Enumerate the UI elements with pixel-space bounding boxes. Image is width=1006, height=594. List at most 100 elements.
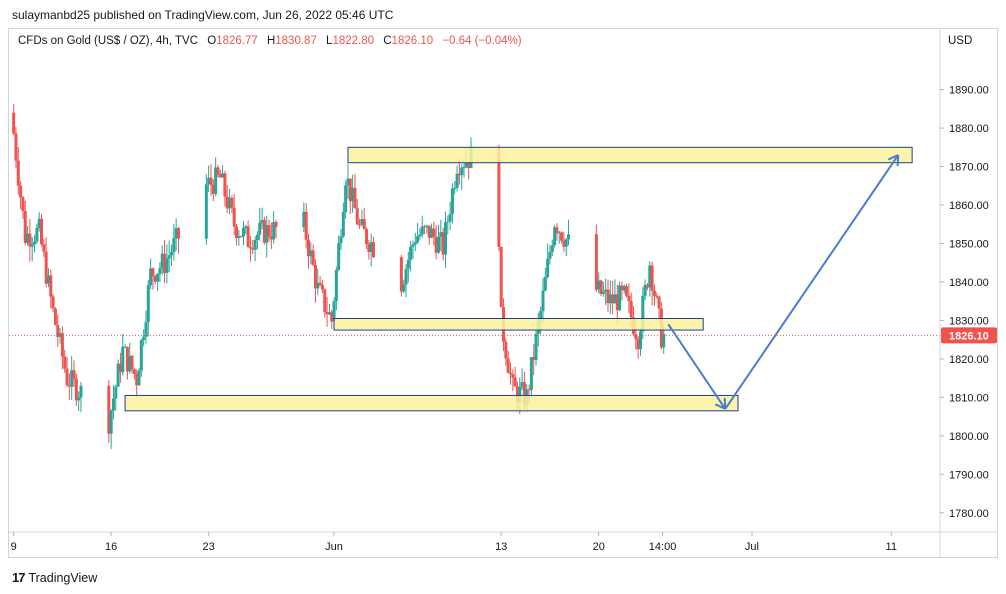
candle bbox=[455, 165, 459, 192]
candle-body bbox=[448, 213, 452, 222]
projection-arrowhead bbox=[896, 154, 900, 167]
candle bbox=[594, 224, 598, 292]
candle bbox=[125, 346, 129, 380]
candle-body bbox=[546, 258, 550, 277]
candle-body bbox=[464, 161, 468, 167]
candle bbox=[149, 258, 153, 290]
candle-body bbox=[353, 187, 357, 209]
candle bbox=[118, 352, 122, 383]
candle bbox=[434, 225, 438, 260]
candle-body bbox=[311, 250, 315, 265]
candle-body bbox=[327, 312, 331, 315]
candle-body bbox=[615, 294, 619, 311]
candle bbox=[237, 229, 241, 246]
candle bbox=[262, 216, 266, 245]
candle-body bbox=[423, 226, 427, 228]
candle bbox=[657, 295, 661, 322]
candle bbox=[176, 227, 180, 254]
time-tick-label: Jul bbox=[745, 541, 759, 553]
candle-body bbox=[629, 300, 633, 318]
candle-body bbox=[160, 253, 164, 269]
candle bbox=[160, 245, 164, 275]
candle bbox=[611, 280, 615, 315]
candle bbox=[627, 283, 631, 314]
candle-body bbox=[402, 284, 406, 292]
currency-label[interactable]: USD bbox=[948, 35, 973, 47]
candle bbox=[511, 369, 515, 392]
candle bbox=[33, 235, 37, 253]
candle-body bbox=[618, 285, 622, 311]
candle bbox=[597, 272, 601, 294]
candle-body bbox=[204, 184, 208, 239]
candle bbox=[351, 174, 355, 213]
candle-body bbox=[251, 248, 255, 250]
candle-body bbox=[430, 228, 434, 238]
price-tick-label: 1820.00 bbox=[949, 354, 989, 366]
candle-body bbox=[432, 228, 436, 238]
candle-body bbox=[255, 234, 259, 240]
candle-body bbox=[425, 225, 429, 228]
candle-body bbox=[228, 197, 232, 209]
price-axis: 1780.00 1790.00 1800.00 1810.00 1820.00 1830.… bbox=[939, 28, 989, 557]
candle bbox=[620, 281, 624, 301]
tradingview-brand[interactable]: 17 TradingView bbox=[12, 570, 97, 585]
candle bbox=[67, 373, 71, 400]
candle-body bbox=[650, 265, 654, 291]
candle-body bbox=[72, 370, 76, 379]
price-tick-label: 1790.00 bbox=[949, 469, 989, 481]
time-axis: 9 16 23 Jun 13 20 14:00 Jul 11 bbox=[8, 531, 998, 553]
candle bbox=[546, 243, 550, 279]
candle-body bbox=[360, 219, 364, 225]
candle bbox=[404, 264, 408, 298]
candle-body bbox=[267, 225, 271, 237]
candle-body bbox=[416, 236, 420, 243]
time-tick-label: 13 bbox=[495, 541, 507, 553]
candle bbox=[241, 220, 245, 246]
open-value: 1826.77 bbox=[216, 35, 258, 47]
candle bbox=[265, 216, 269, 258]
candle bbox=[223, 170, 227, 207]
candle bbox=[165, 244, 169, 284]
price-tick-label: 1870.00 bbox=[949, 162, 989, 174]
candle bbox=[123, 344, 127, 348]
candle-body bbox=[657, 296, 661, 309]
candle bbox=[548, 245, 552, 265]
candle-body bbox=[511, 374, 515, 378]
candle-body bbox=[107, 385, 111, 434]
candle bbox=[372, 236, 376, 259]
candle-body bbox=[553, 227, 557, 246]
candle bbox=[330, 309, 334, 329]
candle bbox=[339, 228, 343, 251]
candle bbox=[60, 326, 64, 370]
candle bbox=[109, 409, 113, 449]
candle bbox=[16, 147, 20, 195]
candle-body bbox=[74, 378, 78, 401]
candle-body bbox=[427, 225, 431, 238]
candle bbox=[167, 240, 171, 273]
candle bbox=[639, 326, 643, 356]
candle-body bbox=[123, 346, 127, 348]
candle bbox=[346, 163, 350, 199]
close-label: C bbox=[383, 35, 392, 47]
candles bbox=[12, 104, 666, 449]
candle-body bbox=[513, 377, 517, 387]
candle-body bbox=[248, 247, 252, 249]
candle bbox=[362, 208, 366, 230]
candle-body bbox=[362, 219, 366, 230]
candle-body bbox=[636, 339, 640, 350]
high-label: H bbox=[266, 35, 276, 47]
candle-body bbox=[260, 219, 264, 223]
candle-body bbox=[232, 207, 236, 227]
projection-arrowhead bbox=[887, 154, 899, 161]
candle bbox=[139, 338, 143, 377]
candle bbox=[337, 235, 341, 272]
candle bbox=[645, 283, 649, 291]
candle-body bbox=[63, 356, 67, 369]
candle bbox=[137, 368, 141, 386]
candle bbox=[348, 178, 352, 215]
candle-body bbox=[625, 286, 629, 296]
candle-body bbox=[652, 290, 656, 296]
candle bbox=[228, 188, 232, 215]
tradingview-logo-icon: 17 bbox=[12, 570, 26, 585]
